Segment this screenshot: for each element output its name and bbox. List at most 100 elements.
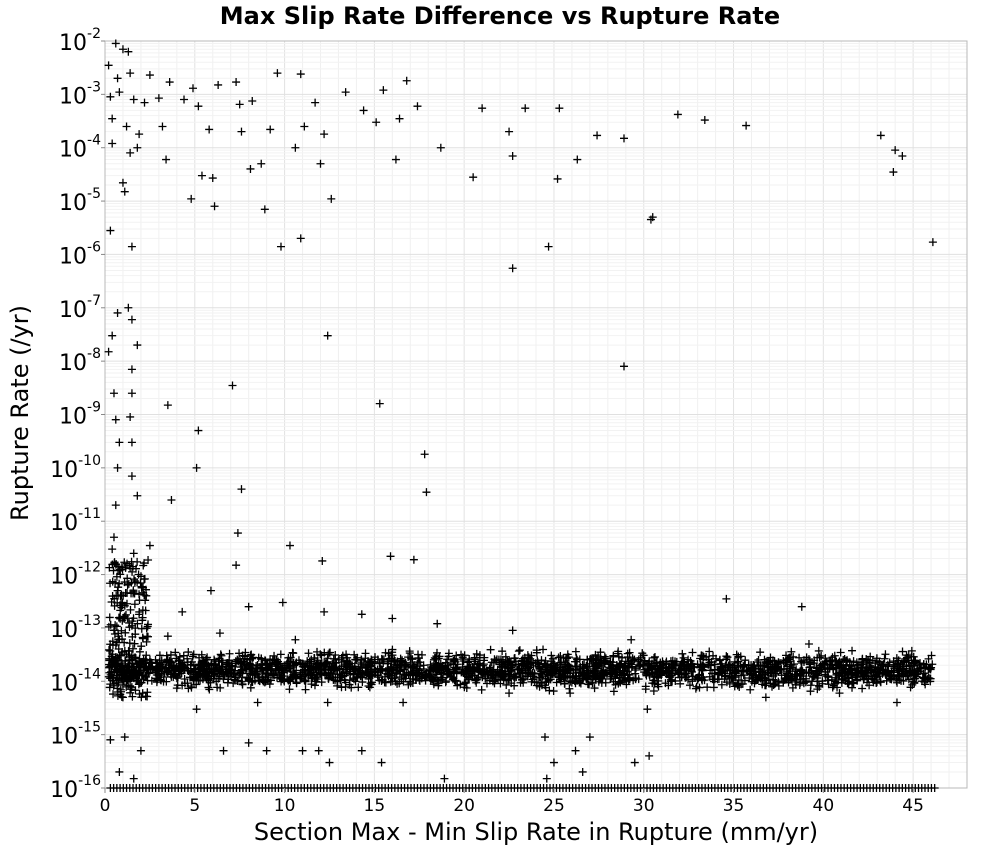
data-point	[625, 648, 634, 657]
data-point	[113, 691, 122, 700]
data-point	[922, 675, 931, 684]
data-point	[127, 653, 136, 662]
data-point	[114, 668, 123, 677]
data-point	[871, 659, 880, 668]
data-point	[246, 164, 255, 173]
data-point	[187, 194, 196, 203]
data-point	[878, 661, 887, 670]
data-point	[130, 600, 139, 609]
data-point	[320, 130, 329, 139]
data-point	[262, 746, 271, 755]
data-point	[342, 667, 351, 676]
data-point	[273, 662, 282, 671]
data-point	[145, 541, 154, 550]
data-point	[128, 673, 137, 682]
data-point	[158, 122, 167, 131]
data-point	[235, 100, 244, 109]
data-point	[864, 669, 873, 678]
data-point	[623, 667, 632, 676]
data-point	[325, 758, 334, 767]
data-point	[108, 331, 117, 340]
data-point	[133, 619, 142, 628]
data-point	[195, 653, 204, 662]
data-point	[143, 622, 152, 631]
data-point	[375, 399, 384, 408]
data-point	[383, 659, 392, 668]
data-point	[891, 146, 900, 155]
data-point	[108, 641, 117, 650]
data-point	[606, 674, 615, 683]
data-point	[128, 644, 137, 653]
data-point	[244, 677, 253, 686]
data-point	[478, 104, 487, 113]
data-point	[442, 676, 451, 685]
data-point	[236, 659, 245, 668]
data-point	[303, 657, 312, 666]
data-point	[791, 666, 800, 675]
data-point	[548, 668, 557, 677]
data-point	[402, 76, 411, 85]
data-point	[599, 671, 608, 680]
data-point	[746, 685, 755, 694]
data-point	[118, 178, 127, 187]
data-point	[298, 666, 307, 675]
data-point	[113, 74, 122, 83]
data-point	[316, 159, 325, 168]
data-point	[347, 683, 356, 692]
data-point	[337, 683, 346, 692]
data-point	[552, 663, 561, 672]
data-point	[570, 677, 579, 686]
data-point	[155, 651, 164, 660]
data-point	[406, 668, 415, 677]
data-point	[244, 602, 253, 611]
data-point	[723, 666, 732, 675]
data-point	[114, 645, 123, 654]
data-point	[579, 673, 588, 682]
data-point	[120, 733, 129, 742]
data-point	[124, 659, 133, 668]
data-point	[143, 688, 152, 697]
data-point	[126, 688, 135, 697]
data-point	[814, 646, 823, 655]
data-point	[104, 61, 113, 70]
data-point	[373, 668, 382, 677]
data-point	[191, 673, 200, 682]
data-point	[127, 365, 136, 374]
data-point	[323, 698, 332, 707]
data-point	[242, 660, 251, 669]
data-point	[842, 656, 851, 665]
data-point	[324, 674, 333, 683]
data-point	[391, 155, 400, 164]
data-point	[388, 665, 397, 674]
data-point	[106, 92, 115, 101]
data-point	[106, 226, 115, 235]
data-point	[757, 673, 766, 682]
data-point	[848, 646, 857, 655]
data-point	[274, 668, 283, 677]
data-point	[225, 661, 234, 670]
data-point	[237, 127, 246, 136]
data-point	[679, 653, 688, 662]
data-point	[113, 684, 122, 693]
data-point	[619, 677, 628, 686]
data-point	[109, 389, 118, 398]
data-point	[285, 685, 294, 694]
data-point	[440, 774, 449, 783]
data-point	[123, 574, 132, 583]
data-point	[135, 590, 144, 599]
data-point	[395, 662, 404, 671]
data-point	[265, 659, 274, 668]
data-point	[571, 746, 580, 755]
data-point	[452, 665, 461, 674]
data-point	[217, 651, 226, 660]
data-point	[384, 649, 393, 658]
data-point	[364, 657, 373, 666]
data-point	[110, 601, 119, 610]
data-point	[741, 656, 750, 665]
data-point	[720, 672, 729, 681]
data-point	[280, 672, 289, 681]
data-point	[256, 663, 265, 672]
data-point	[389, 664, 398, 673]
data-point	[623, 653, 632, 662]
data-point	[570, 657, 579, 666]
